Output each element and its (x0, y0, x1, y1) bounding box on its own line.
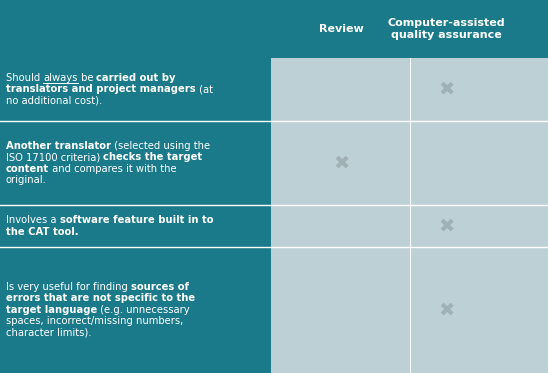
Text: always: always (43, 73, 78, 83)
Text: (e.g. unnecessary: (e.g. unnecessary (97, 305, 190, 315)
Text: carried out by: carried out by (96, 73, 176, 83)
Bar (0, 0, 548, 58)
Text: ISO 17100 criteria): ISO 17100 criteria) (6, 152, 104, 162)
Text: ✖: ✖ (438, 301, 455, 319)
Bar (271, 247, 548, 373)
Text: Involves a: Involves a (6, 215, 60, 225)
Text: Another translator: Another translator (6, 141, 111, 151)
Text: content: content (6, 164, 49, 173)
Text: translators and project managers: translators and project managers (6, 84, 196, 94)
Text: target language: target language (6, 305, 97, 315)
Text: ✖: ✖ (438, 216, 455, 235)
Text: Review: Review (319, 24, 364, 34)
Bar (0, 121, 271, 205)
Text: original.: original. (6, 175, 47, 185)
Bar (0, 58, 271, 121)
Text: spaces, incorrect/missing numbers,: spaces, incorrect/missing numbers, (6, 316, 183, 326)
Text: Should: Should (6, 73, 43, 83)
Text: ✖: ✖ (333, 153, 350, 172)
Bar (0, 205, 271, 247)
Text: the CAT tool.: the CAT tool. (6, 227, 78, 236)
Text: character limits).: character limits). (6, 328, 92, 338)
Text: Is very useful for finding: Is very useful for finding (6, 282, 131, 292)
Text: be: be (78, 73, 96, 83)
Text: no additional cost).: no additional cost). (6, 96, 102, 106)
Bar (0, 247, 271, 373)
Bar (271, 58, 548, 121)
Text: errors that are not specific to the: errors that are not specific to the (6, 294, 195, 304)
Text: checks the target: checks the target (104, 152, 203, 162)
Text: sources of: sources of (131, 282, 189, 292)
Text: (selected using the: (selected using the (111, 141, 210, 151)
Text: (at: (at (196, 84, 213, 94)
Bar (271, 121, 548, 205)
Text: software feature built in to: software feature built in to (60, 215, 213, 225)
Text: ✖: ✖ (438, 80, 455, 99)
Text: Computer-assisted
quality assurance: Computer-assisted quality assurance (388, 18, 505, 40)
Bar (271, 205, 548, 247)
Text: and compares it with the: and compares it with the (49, 164, 177, 173)
